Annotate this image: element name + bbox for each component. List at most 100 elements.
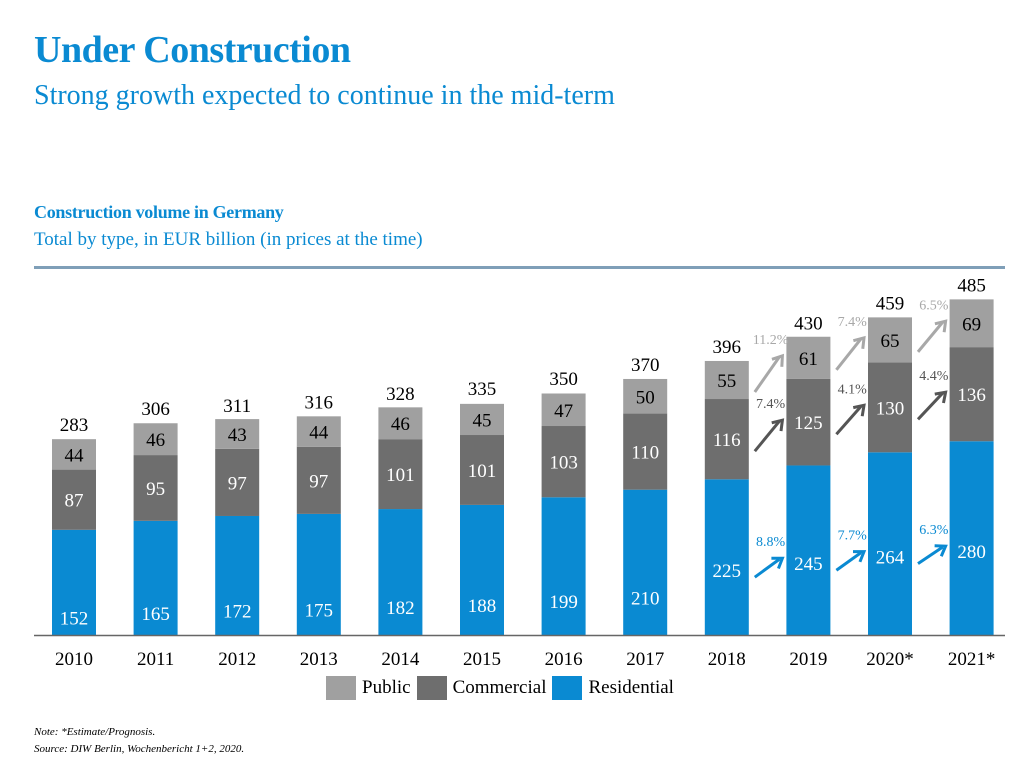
legend-label-public: Public <box>362 677 411 698</box>
growth-arrow-public-2018 <box>753 355 781 393</box>
data-label-public-2019: 61 <box>799 349 818 370</box>
chart-legend: Public Commercial Residential <box>326 676 680 700</box>
bar-residential-2015 <box>460 504 504 635</box>
data-label-public-2010: 44 <box>65 445 85 466</box>
chart-subtitle: Total by type, in EUR billion (in prices… <box>34 229 423 250</box>
data-label-public-2020: 65 <box>881 331 900 352</box>
data-label-public-2012: 43 <box>228 425 247 446</box>
bar-commercial-2020 <box>868 362 912 453</box>
bar-commercial-2010 <box>52 469 96 530</box>
bar-public-2013 <box>296 416 341 447</box>
total-label-2020: 459 <box>876 293 905 314</box>
data-label-residential-2011: 165 <box>141 604 170 625</box>
bar-public-2016 <box>541 393 586 427</box>
bar-public-2019 <box>786 336 831 379</box>
bar-public-2020 <box>868 317 912 363</box>
bar-commercial-2014 <box>378 439 423 510</box>
x-tick-2011: 2011 <box>137 649 174 670</box>
growth-arrow-residential-2019 <box>835 551 862 572</box>
data-label-commercial-2015: 101 <box>468 461 497 482</box>
legend-swatch-residential <box>552 676 583 700</box>
growth-label-public-2018: 11.2% <box>753 333 789 348</box>
x-tick-2012: 2012 <box>218 649 256 670</box>
bar-commercial-2011 <box>133 455 178 521</box>
growth-arrow-public-2019-head <box>852 335 866 349</box>
bar-residential-2020 <box>868 452 912 635</box>
page-subtitle: Strong growth expected to continue in th… <box>34 80 615 111</box>
data-label-residential-2018: 225 <box>713 561 742 582</box>
x-tick-2017: 2017 <box>626 649 664 670</box>
x-tick-2019: 2019 <box>789 649 827 670</box>
bar-commercial-2015 <box>460 435 504 505</box>
total-label-2016: 350 <box>549 369 578 390</box>
title-divider <box>34 266 1005 269</box>
data-label-public-2014: 46 <box>391 414 410 435</box>
legend-item-public: Public <box>326 676 411 700</box>
growth-label-commercial-2018: 7.4% <box>756 397 786 412</box>
data-label-public-2015: 45 <box>473 410 492 431</box>
data-label-public-2021: 69 <box>962 314 981 335</box>
growth-label-residential-2020: 6.3% <box>919 523 949 538</box>
growth-label-commercial-2019: 4.1% <box>838 382 868 397</box>
legend-item-commercial: Commercial <box>416 676 546 700</box>
total-label-2013: 316 <box>305 392 334 413</box>
x-tick-2014: 2014 <box>381 649 420 670</box>
total-label-2019: 430 <box>794 313 823 334</box>
bar-residential-2016 <box>541 497 586 635</box>
x-tick-2020: 2020* <box>866 649 914 670</box>
bar-residential-2017 <box>623 489 668 635</box>
data-label-commercial-2010: 87 <box>65 491 84 512</box>
total-label-2014: 328 <box>386 384 415 405</box>
bar-public-2010 <box>52 439 96 470</box>
growth-arrow-residential-2019-head <box>852 550 867 563</box>
bar-residential-2021 <box>949 441 994 635</box>
total-label-2017: 370 <box>631 355 660 376</box>
bar-public-2021 <box>949 299 994 348</box>
growth-arrow-residential-2018-head <box>771 556 785 570</box>
bar-commercial-2012 <box>215 448 260 516</box>
growth-arrow-public-2020-head <box>934 319 948 333</box>
growth-arrow-public-2018-head <box>771 353 785 367</box>
data-label-residential-2012: 172 <box>223 601 252 622</box>
data-label-commercial-2019: 125 <box>794 413 823 434</box>
x-tick-2018: 2018 <box>708 649 746 670</box>
data-label-commercial-2014: 101 <box>386 465 415 486</box>
growth-label-residential-2019: 7.7% <box>838 529 868 544</box>
data-label-public-2013: 44 <box>309 423 329 444</box>
bar-commercial-2018 <box>704 399 749 480</box>
data-label-commercial-2017: 110 <box>631 443 659 464</box>
growth-arrow-residential-2018 <box>753 558 781 579</box>
growth-label-commercial-2020: 4.4% <box>919 369 949 384</box>
data-label-commercial-2018: 116 <box>713 430 741 451</box>
legend-swatch-public <box>326 676 356 700</box>
bar-residential-2019 <box>786 465 831 635</box>
data-label-commercial-2013: 97 <box>309 471 328 492</box>
data-label-residential-2010: 152 <box>60 608 89 629</box>
page-title: Under Construction <box>34 29 351 71</box>
x-tick-2016: 2016 <box>545 649 583 670</box>
data-label-commercial-2012: 97 <box>228 473 247 494</box>
x-tick-2010: 2010 <box>55 649 93 670</box>
growth-arrow-commercial-2018-head <box>771 418 785 432</box>
bar-commercial-2019 <box>786 378 831 466</box>
data-label-residential-2016: 199 <box>549 592 578 613</box>
footnote-source: Source: DIW Berlin, Wochenbericht 1+2, 2… <box>34 743 245 755</box>
data-label-residential-2013: 175 <box>305 600 334 621</box>
bar-residential-2010 <box>52 529 96 635</box>
bar-public-2012 <box>215 419 260 449</box>
data-label-commercial-2011: 95 <box>146 479 165 500</box>
data-label-public-2011: 46 <box>146 430 165 451</box>
bar-residential-2018 <box>704 479 749 635</box>
data-label-public-2016: 47 <box>554 401 573 422</box>
chart-title: Construction volume in Germany <box>34 202 284 222</box>
growth-arrow-commercial-2019 <box>835 405 863 436</box>
bar-public-2011 <box>133 423 178 456</box>
bar-commercial-2016 <box>541 426 586 498</box>
data-label-commercial-2016: 103 <box>549 453 578 474</box>
data-label-public-2017: 50 <box>636 387 655 408</box>
growth-label-residential-2018: 8.8% <box>756 535 786 550</box>
total-label-2012: 311 <box>223 396 251 417</box>
data-label-residential-2014: 182 <box>386 598 415 619</box>
bar-commercial-2021 <box>949 347 994 442</box>
